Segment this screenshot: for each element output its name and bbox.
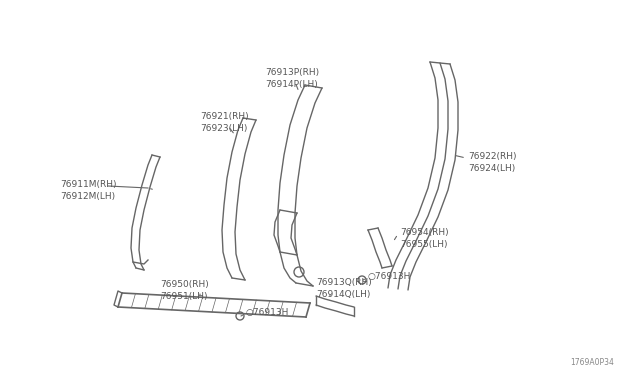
Text: 76955(LH): 76955(LH) — [400, 240, 447, 249]
Text: 76954(RH): 76954(RH) — [400, 228, 449, 237]
Text: 76913P(RH): 76913P(RH) — [265, 68, 319, 77]
Text: 76914Q(LH): 76914Q(LH) — [316, 290, 371, 299]
Text: 76914P(LH): 76914P(LH) — [265, 80, 317, 89]
Text: 76924(LH): 76924(LH) — [468, 164, 515, 173]
Text: 76921(RH): 76921(RH) — [200, 112, 248, 121]
Text: 76922(RH): 76922(RH) — [468, 152, 516, 161]
Text: ○76913H: ○76913H — [246, 308, 289, 317]
Text: 76923(LH): 76923(LH) — [200, 124, 248, 133]
Text: 76911M(RH): 76911M(RH) — [60, 180, 116, 189]
Text: 76913Q(RH): 76913Q(RH) — [316, 278, 372, 287]
Text: 76912M(LH): 76912M(LH) — [60, 192, 115, 201]
Text: 1769A0P34: 1769A0P34 — [570, 358, 614, 367]
Text: 76951(LH): 76951(LH) — [160, 292, 207, 301]
Text: 76950(RH): 76950(RH) — [160, 280, 209, 289]
Text: ○76913H: ○76913H — [368, 272, 412, 281]
